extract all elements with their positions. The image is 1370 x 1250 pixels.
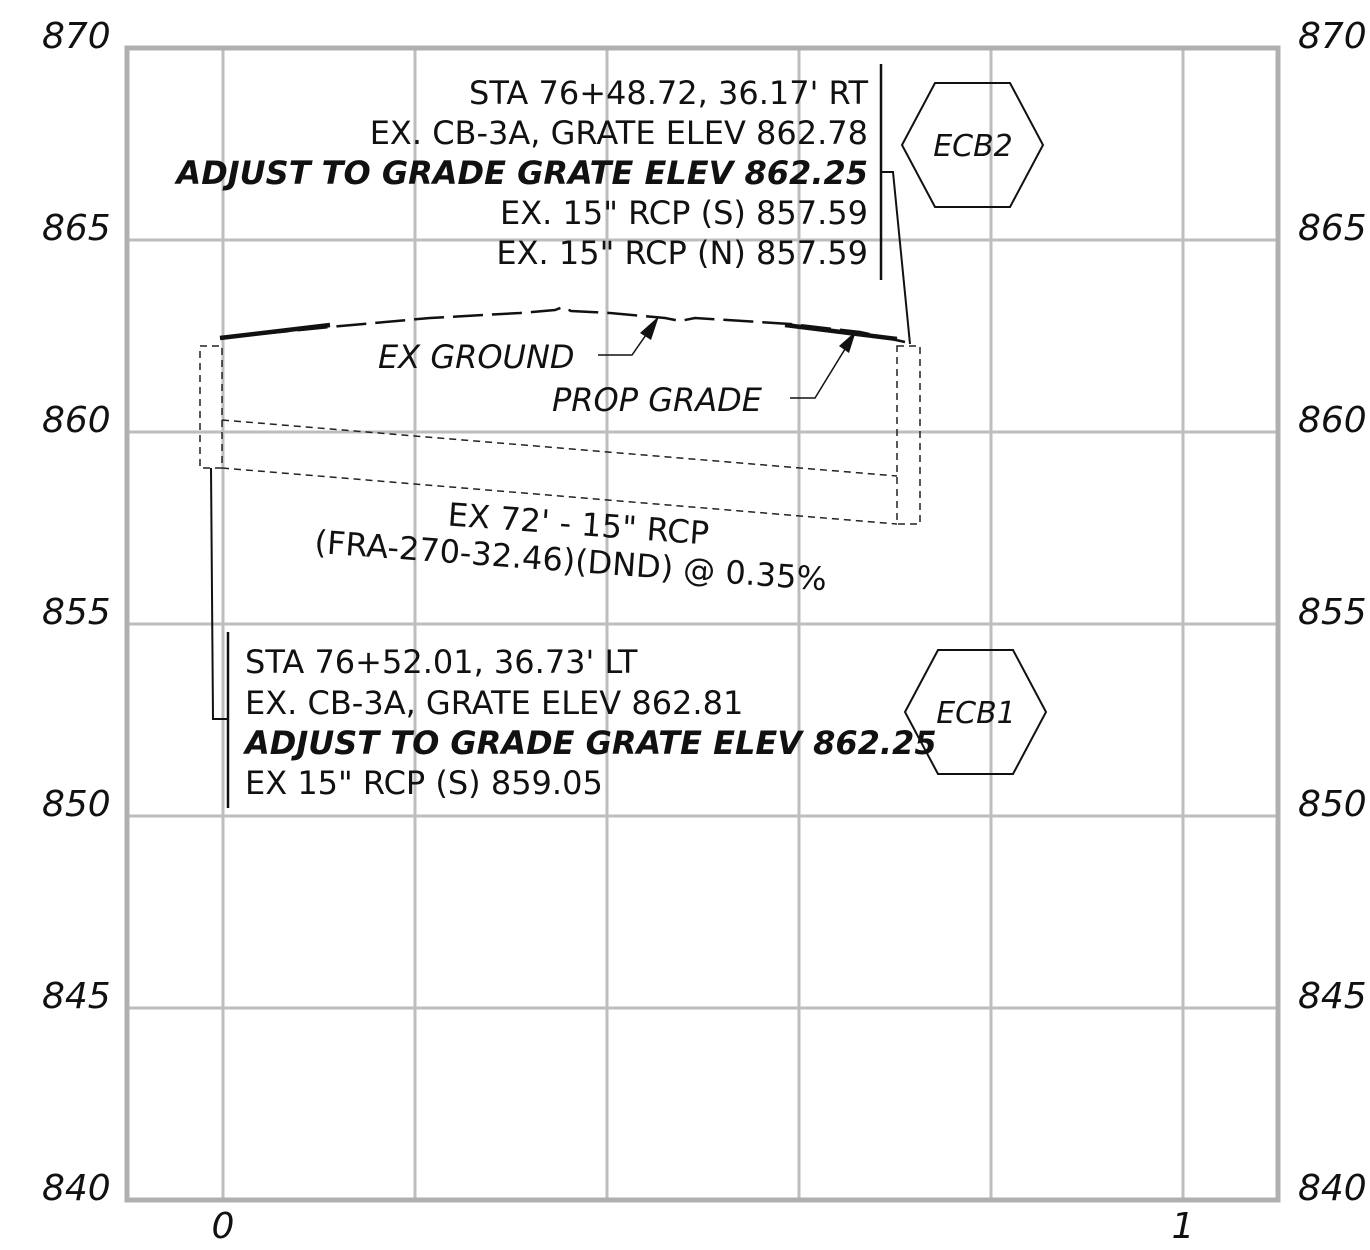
y-tick-label: 855 (1298, 592, 1367, 633)
y-tick-label: 845 (42, 976, 111, 1017)
y-tick-label: 865 (1298, 208, 1367, 249)
y-axis-left: 870 865 860 855 850 845 840 (42, 16, 111, 1209)
structure-ecb2-box (896, 345, 921, 525)
x-tick-label: 0 (212, 1206, 235, 1247)
prop-grade-label: PROP GRADE (552, 381, 763, 419)
y-tick-label: 865 (42, 208, 111, 249)
y-tick-label: 870 (1298, 16, 1367, 57)
ecb1-callout: STA 76+52.01, 36.73' LT EX. CB-3A, GRATE… (210, 467, 1048, 808)
ecb1-tag-label: ECB1 (936, 696, 1016, 731)
ecb2-station: STA 76+48.72, 36.17' RT (469, 74, 868, 112)
y-tick-label: 840 (42, 1168, 111, 1209)
leader-arrowheads (640, 316, 856, 353)
ecb2-callout: STA 76+48.72, 36.17' RT EX. CB-3A, GRATE… (173, 64, 1045, 345)
y-tick-label: 840 (1298, 1168, 1367, 1209)
y-tick-label: 860 (42, 400, 111, 441)
plot-frame (124, 45, 1281, 1203)
structures (199, 345, 921, 525)
ecb2-pipe-north: EX. 15" RCP (N) 857.59 (496, 234, 868, 272)
ecb2-hexagon-tag (900, 82, 1045, 208)
pipe-annotation: EX 72' - 15" RCP (FRA-270-32.46)(DND) @ … (313, 495, 828, 598)
ecb1-pipe-south: EX 15" RCP (S) 859.05 (245, 764, 603, 802)
ex-ground-label: EX GROUND (378, 338, 575, 376)
y-axis-right: 870 865 860 855 850 845 840 (1298, 16, 1367, 1209)
y-tick-label: 870 (42, 16, 111, 57)
ecb1-adjust-note: ADJUST TO GRADE GRATE ELEV 862.25 (242, 724, 937, 762)
y-tick-label: 850 (42, 784, 111, 825)
ecb2-tag-label: ECB2 (933, 129, 1013, 164)
y-tick-label: 845 (1298, 976, 1367, 1017)
ecb2-existing-grate: EX. CB-3A, GRATE ELEV 862.78 (370, 114, 868, 152)
ecb2-leader (881, 171, 911, 345)
ecb1-leader (210, 467, 228, 720)
existing-pipe (221, 419, 898, 525)
structure-ecb1-box (199, 345, 223, 469)
ecb2-adjust-note: ADJUST TO GRADE GRATE ELEV 862.25 (173, 154, 868, 192)
x-tick-label: 1 (1172, 1206, 1195, 1247)
ecb2-pipe-south: EX. 15" RCP (S) 857.59 (500, 194, 868, 232)
y-tick-label: 850 (1298, 784, 1367, 825)
prop-grade-line (219, 322, 898, 342)
grid (127, 48, 1278, 1200)
y-tick-label: 855 (42, 592, 111, 633)
y-tick-label: 860 (1298, 400, 1367, 441)
ecb1-station: STA 76+52.01, 36.73' LT (245, 643, 638, 681)
x-axis: 0 1 (212, 1206, 1195, 1247)
ex-ground-line (219, 305, 906, 344)
ecb1-existing-grate: EX. CB-3A, GRATE ELEV 862.81 (245, 684, 743, 722)
ecb1-hexagon-tag (903, 649, 1048, 775)
